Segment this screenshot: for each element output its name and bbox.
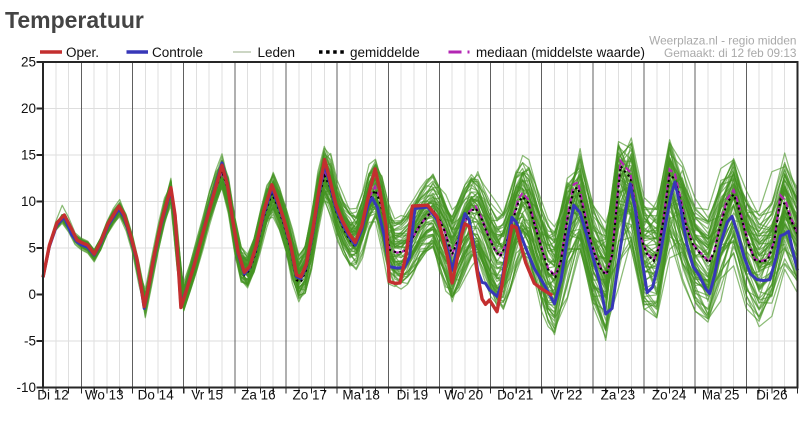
svg-text:Zo 17: Zo 17 (293, 388, 328, 403)
svg-text:-5: -5 (24, 334, 36, 349)
svg-text:Di 26: Di 26 (756, 388, 788, 403)
svg-text:Leden: Leden (258, 45, 296, 60)
svg-text:Do 21: Do 21 (497, 388, 533, 403)
svg-text:Wo 13: Wo 13 (85, 388, 124, 403)
svg-text:Controle: Controle (152, 45, 203, 60)
svg-text:Ma 18: Ma 18 (342, 388, 380, 403)
svg-text:Temperatuur: Temperatuur (5, 7, 144, 33)
svg-text:-10: -10 (16, 380, 36, 395)
svg-text:Di 19: Di 19 (397, 388, 429, 403)
svg-text:gemiddelde: gemiddelde (350, 45, 420, 60)
svg-text:5: 5 (28, 241, 36, 256)
svg-text:Vr 15: Vr 15 (191, 388, 223, 403)
svg-text:Za 16: Za 16 (241, 388, 276, 403)
svg-text:Di 12: Di 12 (37, 388, 69, 403)
svg-text:mediaan (middelste waarde): mediaan (middelste waarde) (476, 45, 645, 60)
svg-text:0: 0 (28, 287, 36, 302)
svg-text:Do 14: Do 14 (138, 388, 175, 403)
svg-text:25: 25 (21, 55, 36, 70)
svg-text:Vr 22: Vr 22 (551, 388, 583, 403)
svg-text:Za 23: Za 23 (601, 388, 636, 403)
svg-text:15: 15 (21, 148, 36, 163)
svg-text:20: 20 (21, 101, 36, 116)
svg-text:Gemaakt: di 12 feb 09:13: Gemaakt: di 12 feb 09:13 (664, 46, 797, 60)
svg-text:Weerplaza.nl - regio midden: Weerplaza.nl - regio midden (649, 34, 796, 48)
svg-text:Oper.: Oper. (66, 45, 99, 60)
svg-text:Ma 25: Ma 25 (702, 388, 740, 403)
svg-text:Wo 20: Wo 20 (444, 388, 483, 403)
svg-text:10: 10 (21, 194, 36, 209)
svg-text:Zo 24: Zo 24 (652, 388, 687, 403)
